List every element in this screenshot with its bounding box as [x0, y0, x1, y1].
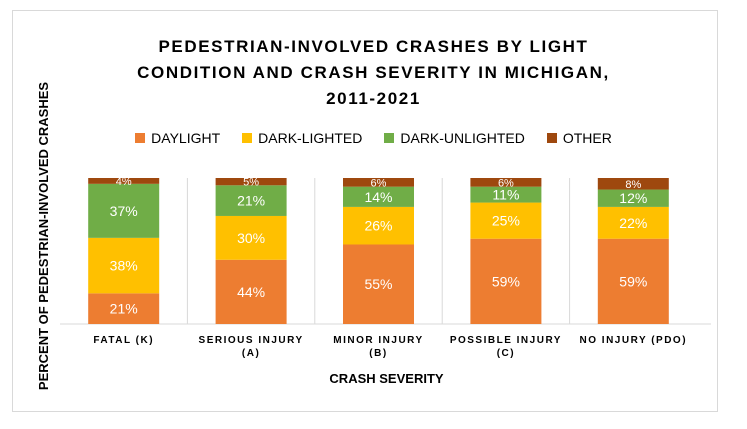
- data-label: 38%: [110, 258, 138, 274]
- data-label: 21%: [237, 193, 265, 209]
- bar-segment: [597, 189, 669, 207]
- data-label: 26%: [364, 218, 392, 234]
- data-label: 6%: [498, 177, 514, 189]
- x-tick-label: FATAL (K): [93, 335, 154, 346]
- legend-label: DAYLIGHT: [151, 130, 221, 146]
- chart-frame: [12, 10, 718, 412]
- x-tick-label: (A): [242, 348, 260, 359]
- data-label: 44%: [237, 284, 265, 300]
- legend-swatch: [135, 133, 146, 143]
- bar-segment: [88, 293, 160, 324]
- bar-segment: [215, 185, 287, 216]
- bar-segment: [343, 244, 414, 324]
- chart-title: PEDESTRIAN-INVOLVED CRASHES BY LIGHT CON…: [0, 34, 747, 112]
- bar-segment: [88, 178, 160, 184]
- x-tick-label: POSSIBLE INJURY: [450, 335, 562, 346]
- legend-label: DARK-LIGHTED: [258, 130, 363, 146]
- legend-item: DARK-UNLIGHTED: [384, 130, 525, 146]
- data-label: 25%: [492, 213, 520, 229]
- x-tick-label: SERIOUS INJURY: [199, 335, 304, 346]
- legend: DAYLIGHT DARK-LIGHTED DARK-UNLIGHTED OTHER: [0, 130, 747, 146]
- data-label: 8%: [625, 179, 641, 191]
- bar-segment: [343, 186, 414, 207]
- data-label: 55%: [364, 276, 392, 292]
- data-label: 4%: [116, 176, 132, 188]
- x-tick-label: (B): [369, 348, 387, 359]
- bar-segment: [215, 215, 287, 260]
- bar-segment: [215, 178, 287, 186]
- legend-swatch: [384, 133, 395, 143]
- x-axis-title: CRASH SEVERITY: [329, 371, 443, 386]
- bar-segment: [343, 178, 414, 187]
- data-label: 11%: [492, 187, 519, 203]
- x-tick-label: (C): [497, 348, 515, 359]
- x-tick-label: NO INJURY (PDO): [580, 335, 688, 346]
- legend-item: OTHER: [546, 130, 612, 146]
- bar-segment: [470, 202, 542, 239]
- bar-segment: [470, 186, 542, 203]
- data-label: 22%: [619, 215, 647, 231]
- bar-segment: [597, 238, 669, 324]
- data-label: 14%: [364, 189, 392, 205]
- title-line: PEDESTRIAN-INVOLVED CRASHES BY LIGHT: [158, 37, 589, 56]
- data-label: 6%: [371, 177, 387, 189]
- bar-segment: [470, 238, 542, 324]
- x-tick-label: MINOR INJURY: [333, 335, 423, 346]
- title-line: 2011-2021: [326, 89, 421, 108]
- data-label: 21%: [110, 301, 138, 317]
- y-axis-title: PERCENT OF PEDESTRIAN-INVOLVED CRASHES: [36, 82, 51, 391]
- legend-swatch: [546, 133, 557, 143]
- data-label: 5%: [243, 177, 259, 189]
- bar-segment: [215, 259, 287, 324]
- data-label: 12%: [619, 190, 647, 206]
- bar-segment: [470, 178, 542, 187]
- bar-segment: [88, 183, 160, 238]
- bar-segment: [343, 206, 414, 245]
- bar-segment: [88, 237, 160, 294]
- title-line: CONDITION AND CRASH SEVERITY IN MICHIGAN…: [137, 63, 610, 82]
- data-label: 37%: [110, 203, 138, 219]
- bar-segment: [597, 206, 669, 239]
- data-label: 30%: [237, 230, 265, 246]
- bar-segment: [597, 178, 669, 190]
- data-label: 59%: [619, 273, 647, 289]
- data-label: 59%: [492, 273, 520, 289]
- legend-item: DARK-LIGHTED: [242, 130, 362, 146]
- legend-label: OTHER: [562, 130, 612, 146]
- legend-item: DAYLIGHT: [135, 130, 220, 146]
- legend-swatch: [242, 133, 253, 143]
- legend-label: DARK-UNLIGHTED: [400, 130, 525, 146]
